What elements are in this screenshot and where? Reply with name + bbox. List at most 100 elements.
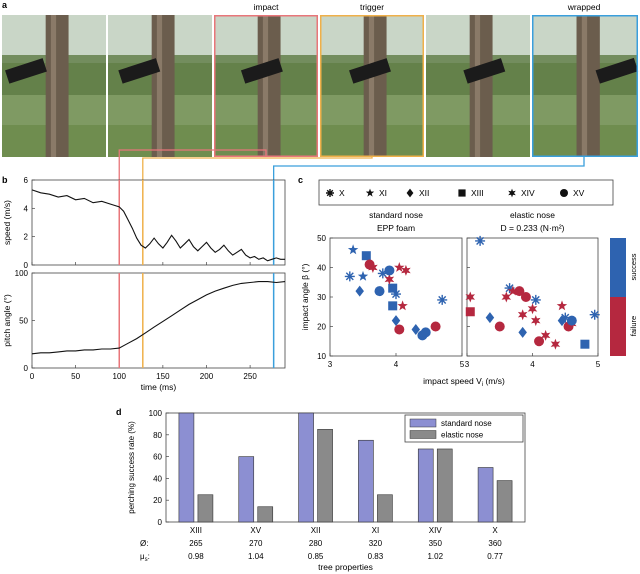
- colorbar-failure: [610, 297, 626, 356]
- y-tick-label: 0: [158, 518, 163, 527]
- colorbar-label-success: success: [629, 253, 638, 280]
- x-axis-label: tree properties: [318, 562, 373, 572]
- x-tick-label: 3: [465, 360, 470, 369]
- bar-elastic: [317, 429, 333, 523]
- photo-label-wrapped: wrapped: [567, 2, 601, 12]
- y-axis-label: pitch angle (°): [2, 294, 12, 347]
- bar-standard: [238, 456, 255, 523]
- marker-sixstar: [501, 291, 512, 303]
- y-tick-label: 40: [153, 474, 162, 483]
- x-tick-label: 150: [156, 372, 170, 381]
- marker-asterisk: [475, 235, 486, 246]
- photo-tree-bark: [581, 15, 588, 157]
- category-label: XII: [311, 526, 321, 535]
- photo-drone-body: [463, 58, 506, 84]
- y-tick-label: 20: [317, 323, 326, 332]
- marker-circle: [494, 321, 505, 332]
- marker-circle: [514, 286, 525, 297]
- x-axis-label: impact speed Vi (m/s): [423, 376, 505, 388]
- marker-sixstar: [465, 291, 475, 303]
- photo-tree-bark: [368, 15, 375, 157]
- marker-star: [357, 270, 369, 281]
- series-line: [31, 281, 286, 355]
- marker-diamond: [518, 326, 527, 338]
- marker-square: [388, 283, 398, 293]
- marker-circle: [520, 292, 531, 302]
- photo-tree-trunk: [257, 15, 281, 157]
- x-tick-label: 5: [596, 360, 601, 369]
- diameter-value: 280: [309, 539, 323, 548]
- bar-standard: [477, 467, 494, 523]
- connector-impact: [118, 149, 267, 180]
- marker-asterisk: [437, 294, 448, 305]
- marker-asterisk: [560, 312, 571, 323]
- y-axis-label: perching success rate (%): [127, 421, 136, 514]
- photo-tree-bark: [156, 15, 163, 157]
- y-tick-label: 0: [24, 261, 29, 270]
- marker-star: [394, 262, 405, 272]
- marker-diamond: [391, 315, 401, 327]
- bar-standard: [298, 412, 314, 523]
- x-tick-label: 3: [328, 360, 333, 369]
- x-tick-label: 4: [530, 360, 535, 369]
- friction-value: 0.98: [188, 552, 204, 561]
- marker-circle: [560, 189, 568, 197]
- marker-circle: [374, 286, 385, 297]
- event-connectors: [118, 149, 585, 180]
- panel-label-d: d: [116, 407, 122, 417]
- marker-square: [458, 189, 466, 197]
- photo-tree-bark: [262, 15, 269, 157]
- marker-circle: [394, 324, 405, 335]
- marker-diamond: [485, 312, 495, 324]
- category-label: XIII: [190, 526, 202, 535]
- marker-asterisk: [377, 268, 388, 279]
- series-line: [31, 189, 285, 262]
- friction-value: 0.83: [368, 552, 384, 561]
- photo-tree-trunk: [576, 15, 600, 157]
- marker-asterisk: [504, 283, 515, 294]
- marker-asterisk: [391, 289, 401, 300]
- diameter-value: 265: [189, 539, 203, 548]
- photo-drone-body: [118, 58, 161, 84]
- marker-circle: [430, 321, 441, 332]
- diameter-value: 360: [488, 539, 502, 548]
- marker-asterisk: [344, 271, 355, 282]
- panel-label-a: a: [2, 0, 8, 10]
- x-tick-label: 4: [394, 360, 399, 369]
- diameter-value: 270: [249, 539, 263, 548]
- bar-elastic: [197, 494, 214, 523]
- diameter-value: 320: [369, 539, 383, 548]
- marker-sixstar: [540, 329, 551, 341]
- y-tick-label: 10: [317, 352, 326, 361]
- legend-label: elastic nose: [441, 431, 484, 440]
- photo-tree-bark: [474, 15, 481, 157]
- legend-box: [318, 179, 614, 206]
- marker-diamond: [411, 323, 421, 335]
- photo-tree-trunk: [45, 15, 69, 157]
- photo-drone-body: [595, 57, 639, 84]
- y-tick-label: 0: [24, 364, 29, 373]
- subplot-title: elastic nose: [510, 210, 555, 220]
- subplot-subtitle: D = 0.233 (N·m²): [501, 223, 565, 233]
- x-tick-label: 5: [460, 360, 465, 369]
- colorbar-success: [610, 238, 626, 297]
- legend-label: XII: [419, 188, 429, 198]
- category-label: XV: [250, 526, 261, 535]
- marker-diamond: [557, 315, 567, 327]
- marker-sixstar: [531, 315, 541, 327]
- photo-drone-body: [349, 58, 391, 84]
- legend-label: XIII: [471, 188, 484, 198]
- bar-elastic: [377, 494, 393, 523]
- y-tick-label: 50: [317, 234, 326, 243]
- speed-plot: 0 2 4 6 speed (m/s): [2, 176, 286, 270]
- pitch-plot: 0 50 100 pitch angle (°) 0 50 100 150 200 250 time…: [2, 269, 286, 392]
- category-label: XIV: [429, 526, 443, 535]
- marker-asterisk: [530, 294, 541, 305]
- photo-highlight-frame: [320, 15, 424, 157]
- photo-tree-bark: [50, 15, 57, 157]
- y-tick-label: 40: [317, 264, 326, 273]
- marker-star: [556, 300, 568, 311]
- y-tick-label: 6: [24, 176, 29, 185]
- photo-highlight-frame: [532, 15, 638, 157]
